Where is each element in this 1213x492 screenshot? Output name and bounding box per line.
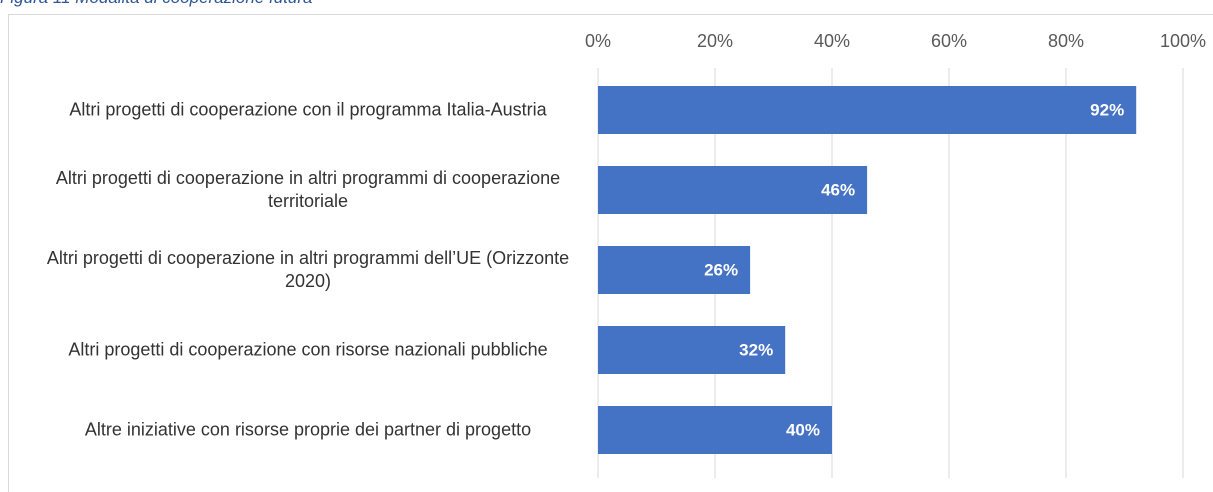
bar xyxy=(598,406,832,454)
value-label: 40% xyxy=(786,420,820,439)
x-tick-label: 20% xyxy=(697,31,733,51)
bar xyxy=(598,246,751,294)
value-label: 26% xyxy=(704,260,738,279)
x-tick-label: 60% xyxy=(931,31,967,51)
value-label: 92% xyxy=(1090,100,1124,119)
bar xyxy=(598,86,1137,134)
bar xyxy=(598,166,868,214)
bar xyxy=(598,326,786,374)
x-tick-label: 80% xyxy=(1048,31,1084,51)
x-tick-label: 100% xyxy=(1160,31,1206,51)
y-tick-label: Altre iniziative con risorse proprie dei… xyxy=(84,419,532,440)
y-tick-label: Altri progetti di cooperazione in altri … xyxy=(55,168,561,211)
value-label: 46% xyxy=(821,180,855,199)
x-tick-label: 40% xyxy=(814,31,850,51)
y-tick-label: Altri progetti di cooperazione in altri … xyxy=(46,248,570,291)
value-label: 32% xyxy=(739,340,773,359)
y-tick-label: Altri progetti di cooperazione con risor… xyxy=(68,339,548,360)
chart-title: Figura 11 Modalità di cooperazione futur… xyxy=(0,0,312,8)
chart-border xyxy=(8,14,1213,492)
x-tick-label: 0% xyxy=(585,31,611,51)
y-tick-label: Altri progetti di cooperazione con il pr… xyxy=(69,99,547,120)
